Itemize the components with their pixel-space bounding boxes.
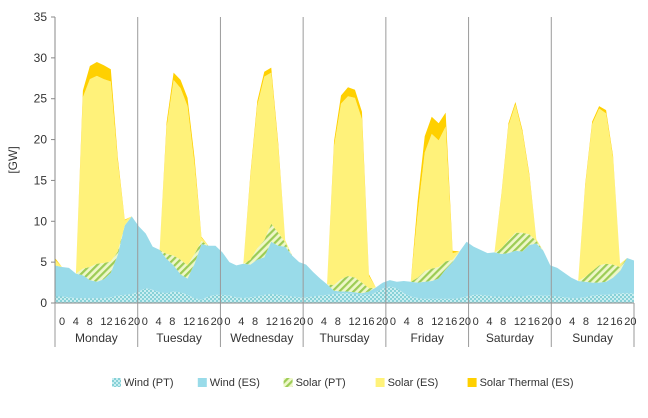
legend-item-wind-es: Wind (ES) bbox=[197, 377, 260, 389]
hour-tick-label: 8 bbox=[417, 316, 423, 328]
legend-label: Solar (PT) bbox=[296, 377, 346, 389]
hour-tick-label: 20 bbox=[542, 316, 554, 328]
legend-label: Wind (ES) bbox=[210, 377, 260, 389]
y-tick-label: 0 bbox=[40, 296, 47, 310]
hour-tick-label: 8 bbox=[583, 316, 589, 328]
legend-item-solar-thermal-es: Solar Thermal (ES) bbox=[467, 377, 574, 389]
day-label-friday: Friday bbox=[411, 331, 444, 345]
legend-swatch bbox=[375, 378, 385, 387]
y-axis-label: [GW] bbox=[6, 146, 20, 173]
hour-tick-label: 20 bbox=[376, 316, 388, 328]
hour-tick-label: 20 bbox=[459, 316, 471, 328]
area-solar-pt bbox=[55, 216, 634, 294]
hour-tick-label: 8 bbox=[500, 316, 506, 328]
hour-tick-label: 12 bbox=[266, 316, 278, 328]
hour-tick-label: 0 bbox=[59, 316, 65, 328]
legend-swatch bbox=[283, 378, 293, 387]
legend-item-solar-es: Solar (ES) bbox=[375, 377, 439, 389]
area-solar-es bbox=[55, 72, 634, 289]
plot-area bbox=[55, 61, 634, 303]
hour-tick-label: 20 bbox=[128, 316, 140, 328]
hour-tick-label: 0 bbox=[555, 316, 561, 328]
hour-tick-label: 16 bbox=[445, 316, 457, 328]
hour-tick-label: 16 bbox=[280, 316, 292, 328]
area-wind-es bbox=[55, 216, 634, 300]
hour-tick-label: 20 bbox=[293, 316, 305, 328]
hour-tick-label: 4 bbox=[238, 316, 244, 328]
hour-tick-label: 16 bbox=[114, 316, 126, 328]
hour-tick-label: 12 bbox=[597, 316, 609, 328]
legend-swatch bbox=[197, 378, 207, 387]
hour-tick-label: 4 bbox=[156, 316, 162, 328]
hour-tick-label: 0 bbox=[307, 316, 313, 328]
area-wind-pt bbox=[55, 286, 634, 303]
hour-tick-label: 12 bbox=[100, 316, 112, 328]
legend-label: Solar (ES) bbox=[388, 377, 439, 389]
hour-tick-label: 12 bbox=[349, 316, 361, 328]
hour-tick-label: 4 bbox=[321, 316, 327, 328]
y-tick-label: 30 bbox=[34, 51, 48, 65]
hour-tick-label: 12 bbox=[183, 316, 195, 328]
hour-tick-label: 0 bbox=[142, 316, 148, 328]
hour-tick-label: 8 bbox=[335, 316, 341, 328]
hour-tick-label: 12 bbox=[431, 316, 443, 328]
legend-label: Solar Thermal (ES) bbox=[480, 377, 574, 389]
legend-item-solar-pt: Solar (PT) bbox=[283, 377, 346, 389]
hour-tick-label: 8 bbox=[252, 316, 258, 328]
day-label-wednesday: Wednesday bbox=[230, 331, 293, 345]
day-label-saturday: Saturday bbox=[486, 331, 534, 345]
hour-tick-label: 4 bbox=[404, 316, 410, 328]
hour-tick-label: 16 bbox=[197, 316, 209, 328]
y-tick-label: 5 bbox=[40, 255, 47, 269]
hour-tick-label: 0 bbox=[390, 316, 396, 328]
day-label-monday: Monday bbox=[75, 331, 118, 345]
y-tick-label: 15 bbox=[34, 173, 48, 187]
y-tick-label: 35 bbox=[34, 10, 48, 24]
hour-tick-label: 8 bbox=[87, 316, 93, 328]
day-label-thursday: Thursday bbox=[319, 331, 369, 345]
y-tick-label: 25 bbox=[34, 92, 48, 106]
hour-tick-label: 16 bbox=[528, 316, 540, 328]
hour-tick-label: 0 bbox=[473, 316, 479, 328]
hour-tick-label: 16 bbox=[362, 316, 374, 328]
y-tick-label: 20 bbox=[34, 133, 48, 147]
hour-tick-label: 4 bbox=[486, 316, 492, 328]
legend-swatch bbox=[112, 378, 121, 387]
legend-swatch bbox=[467, 378, 477, 387]
hour-tick-label: 20 bbox=[211, 316, 223, 328]
day-label-tuesday: Tuesday bbox=[156, 331, 202, 345]
hour-tick-label: 16 bbox=[610, 316, 622, 328]
hour-tick-label: 12 bbox=[514, 316, 526, 328]
y-tick-label: 10 bbox=[34, 214, 48, 228]
hour-tick-label: 4 bbox=[73, 316, 79, 328]
hour-tick-label: 8 bbox=[169, 316, 175, 328]
legend: Wind (PT) Wind (ES) Solar (PT) Solar (ES) So… bbox=[112, 377, 574, 389]
legend-item-wind-pt: Wind (PT) bbox=[112, 377, 174, 389]
legend-label: Wind (PT) bbox=[124, 377, 174, 389]
hour-tick-label: 20 bbox=[624, 316, 636, 328]
day-label-sunday: Sunday bbox=[572, 331, 613, 345]
hour-tick-label: 0 bbox=[224, 316, 230, 328]
hour-tick-label: 4 bbox=[569, 316, 575, 328]
